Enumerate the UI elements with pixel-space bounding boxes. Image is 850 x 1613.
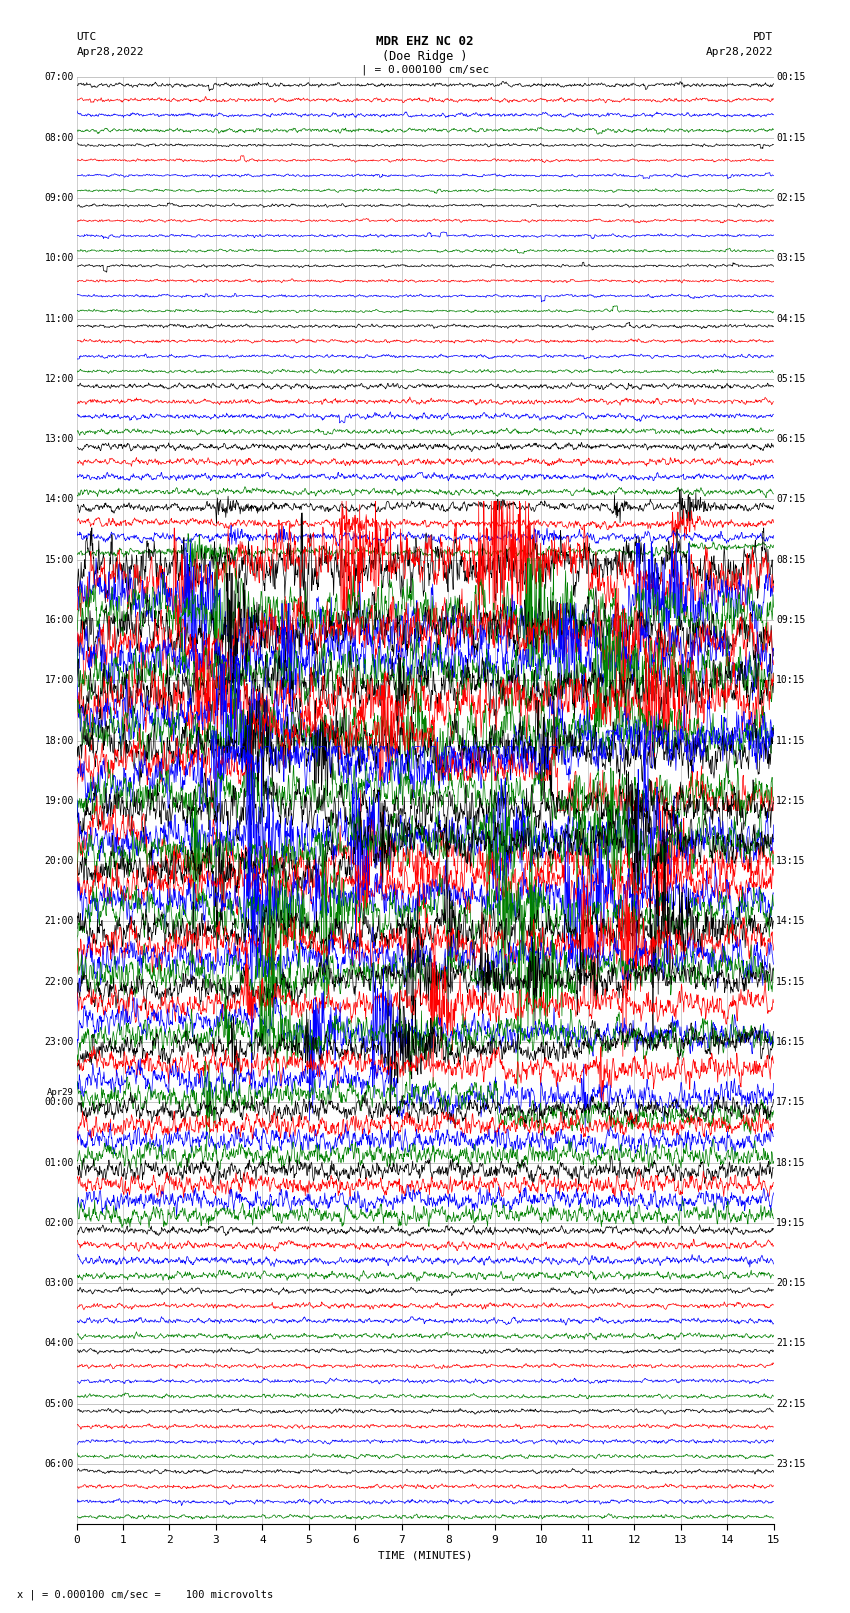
Text: | = 0.000100 cm/sec: | = 0.000100 cm/sec: [361, 65, 489, 76]
Text: 19:00: 19:00: [44, 795, 74, 806]
Text: 11:00: 11:00: [44, 313, 74, 324]
Text: Apr28,2022: Apr28,2022: [76, 47, 144, 56]
Text: 13:00: 13:00: [44, 434, 74, 444]
Text: 12:00: 12:00: [44, 374, 74, 384]
Text: 05:00: 05:00: [44, 1398, 74, 1408]
Text: 17:00: 17:00: [44, 676, 74, 686]
Text: 09:15: 09:15: [776, 615, 806, 624]
Text: 02:15: 02:15: [776, 194, 806, 203]
Text: 07:15: 07:15: [776, 495, 806, 505]
Text: 09:00: 09:00: [44, 194, 74, 203]
Text: Apr29: Apr29: [47, 1089, 74, 1097]
Text: 23:15: 23:15: [776, 1460, 806, 1469]
Text: 04:15: 04:15: [776, 313, 806, 324]
Text: 23:00: 23:00: [44, 1037, 74, 1047]
Text: 01:15: 01:15: [776, 132, 806, 142]
Text: 18:15: 18:15: [776, 1158, 806, 1168]
Text: 14:15: 14:15: [776, 916, 806, 926]
Text: 00:00: 00:00: [44, 1097, 74, 1107]
Text: 00:15: 00:15: [776, 73, 806, 82]
Text: 10:15: 10:15: [776, 676, 806, 686]
Text: (Doe Ridge ): (Doe Ridge ): [382, 50, 468, 63]
Text: 21:15: 21:15: [776, 1339, 806, 1348]
Text: 08:15: 08:15: [776, 555, 806, 565]
Text: 05:15: 05:15: [776, 374, 806, 384]
Text: 11:15: 11:15: [776, 736, 806, 745]
Text: 17:15: 17:15: [776, 1097, 806, 1107]
Text: Apr28,2022: Apr28,2022: [706, 47, 774, 56]
Text: 15:00: 15:00: [44, 555, 74, 565]
Text: 03:00: 03:00: [44, 1277, 74, 1289]
Text: 10:00: 10:00: [44, 253, 74, 263]
Text: 20:00: 20:00: [44, 857, 74, 866]
Text: 16:00: 16:00: [44, 615, 74, 624]
Text: UTC: UTC: [76, 32, 97, 42]
Text: 06:15: 06:15: [776, 434, 806, 444]
Text: 16:15: 16:15: [776, 1037, 806, 1047]
Text: 08:00: 08:00: [44, 132, 74, 142]
Text: 03:15: 03:15: [776, 253, 806, 263]
Text: 21:00: 21:00: [44, 916, 74, 926]
Text: MDR EHZ NC 02: MDR EHZ NC 02: [377, 35, 473, 48]
Text: PDT: PDT: [753, 32, 774, 42]
Text: 12:15: 12:15: [776, 795, 806, 806]
Text: 06:00: 06:00: [44, 1460, 74, 1469]
Text: 22:15: 22:15: [776, 1398, 806, 1408]
Text: 07:00: 07:00: [44, 73, 74, 82]
Text: 18:00: 18:00: [44, 736, 74, 745]
Text: 19:15: 19:15: [776, 1218, 806, 1227]
Text: 15:15: 15:15: [776, 977, 806, 987]
Text: 20:15: 20:15: [776, 1277, 806, 1289]
Text: 13:15: 13:15: [776, 857, 806, 866]
X-axis label: TIME (MINUTES): TIME (MINUTES): [377, 1550, 473, 1560]
Text: 14:00: 14:00: [44, 495, 74, 505]
Text: 22:00: 22:00: [44, 977, 74, 987]
Text: x | = 0.000100 cm/sec =    100 microvolts: x | = 0.000100 cm/sec = 100 microvolts: [17, 1589, 273, 1600]
Text: 01:00: 01:00: [44, 1158, 74, 1168]
Text: 04:00: 04:00: [44, 1339, 74, 1348]
Text: 02:00: 02:00: [44, 1218, 74, 1227]
